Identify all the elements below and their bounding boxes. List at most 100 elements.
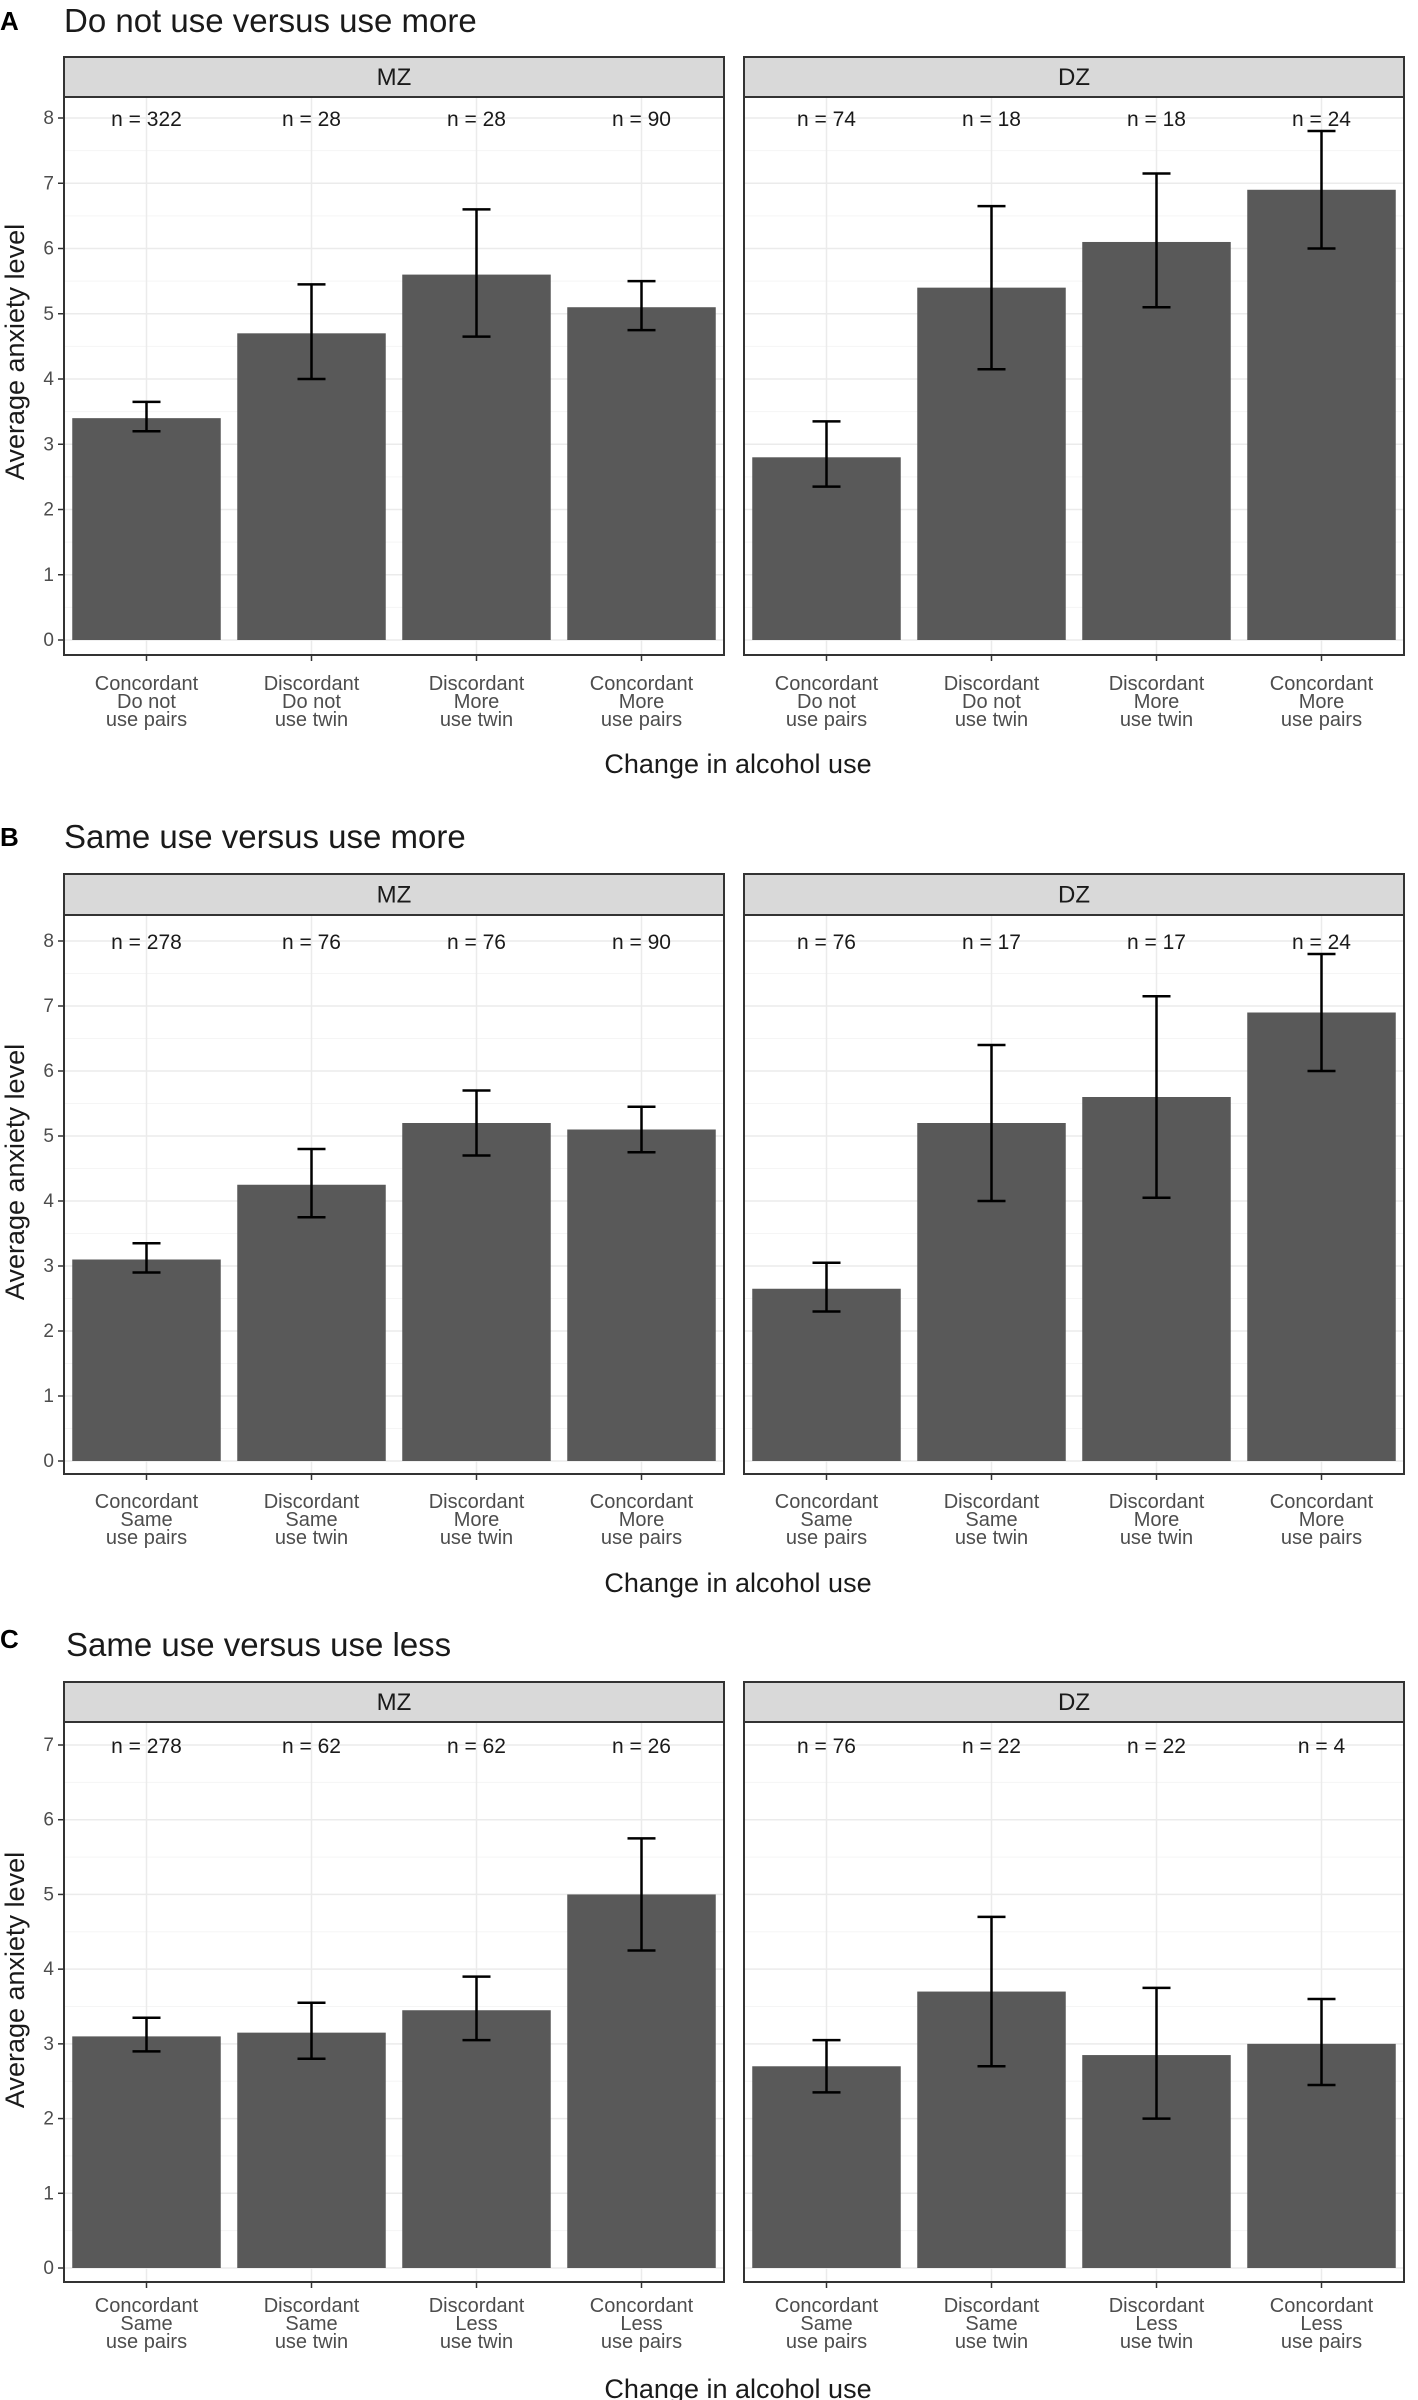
x-tick-label: Discordant	[1109, 2295, 1205, 2317]
bar	[402, 1123, 551, 1461]
bar	[72, 1259, 221, 1461]
chart-panel-c: C Same use versus use less MZ n = 278 n = 62…	[0, 1624, 1405, 2400]
error-bar	[132, 400, 161, 433]
x-tick-label: Same	[800, 1509, 852, 1531]
plot-frame	[63, 1721, 725, 2283]
x-tick-label: More	[1299, 1509, 1345, 1531]
bar	[1247, 1012, 1396, 1461]
y-tick-label: 4	[43, 1959, 54, 1980]
sample-size-label: n = 76	[797, 931, 856, 954]
error-bar	[297, 2001, 326, 2061]
y-tick-label: 4	[43, 369, 54, 390]
facet-dz: DZn = 76 n = 22 n = 22 n = 4ConcordantSameu…	[743, 1681, 1405, 2353]
x-tick-label: Same	[285, 1509, 337, 1531]
bar	[72, 2036, 221, 2268]
y-tick-label: 7	[43, 996, 54, 1017]
plot-frame	[743, 914, 1405, 1475]
x-tick-label: Concordant	[1270, 673, 1374, 695]
error-bar	[812, 1261, 841, 1313]
x-tick-label: use pairs	[786, 2331, 867, 2353]
x-tick-label: Same	[800, 2313, 852, 2335]
y-tick-label: 2	[43, 1321, 54, 1342]
sample-size-label: n = 278	[111, 931, 182, 954]
sample-size-label: n = 17	[1127, 931, 1186, 954]
x-tick-label: More	[619, 691, 665, 713]
x-tick-label: Concordant	[590, 2295, 694, 2317]
y-tick-label: 2	[43, 500, 54, 521]
facet-strip-label: DZ	[1058, 882, 1090, 909]
x-tick-label: Concordant	[590, 1491, 694, 1513]
bar	[752, 2066, 901, 2268]
x-tick-label: use pairs	[106, 1527, 187, 1549]
x-tick-label: Same	[120, 1509, 172, 1531]
y-tick-label: 4	[43, 1191, 54, 1212]
x-tick-label: use twin	[1120, 2331, 1193, 2353]
x-tick-label: use twin	[1120, 1527, 1193, 1549]
sample-size-label: n = 76	[797, 1735, 856, 1758]
y-axis-title: Average anxiety level	[0, 224, 30, 480]
y-axis-title: Average anxiety level	[0, 1044, 30, 1300]
panel-letter: B	[0, 822, 19, 852]
facet-strip	[63, 1681, 725, 1723]
x-tick-label: use twin	[955, 2331, 1028, 2353]
x-tick-label: More	[454, 691, 500, 713]
sample-size-label: n = 26	[612, 1735, 671, 1758]
bar	[567, 307, 716, 640]
y-tick-label: 5	[43, 1126, 54, 1147]
error-bar	[1142, 1986, 1171, 2120]
facet-strip-label: MZ	[377, 1689, 412, 1716]
x-tick-label: More	[1299, 691, 1345, 713]
sample-size-label: n = 24	[1292, 931, 1351, 954]
facet-strip-label: DZ	[1058, 1689, 1090, 1716]
x-tick-label: use pairs	[601, 2331, 682, 2353]
sample-size-label: n = 74	[797, 108, 856, 131]
x-tick-label: Do not	[797, 691, 856, 713]
x-tick-label: Same	[285, 2313, 337, 2335]
y-axis-title: Average anxiety level	[0, 1852, 30, 2108]
bar	[237, 1184, 386, 1461]
sample-size-label: n = 28	[282, 108, 341, 131]
y-tick-label: 0	[43, 1451, 54, 1472]
error-bar	[627, 279, 656, 332]
x-tick-label: Discordant	[429, 673, 525, 695]
y-tick-label: 1	[43, 565, 54, 586]
x-tick-label: use pairs	[106, 2331, 187, 2353]
x-tick-label: use pairs	[601, 709, 682, 731]
x-tick-label: Concordant	[1270, 2295, 1374, 2317]
x-tick-label: Same	[965, 1509, 1017, 1531]
error-bar	[297, 1147, 326, 1219]
error-bar	[812, 2038, 841, 2094]
x-tick-label: use twin	[955, 709, 1028, 731]
error-bar	[462, 208, 491, 338]
sample-size-label: n = 278	[111, 1735, 182, 1758]
x-axis-title: Change in alcohol use	[604, 2374, 871, 2400]
sample-size-label: n = 76	[282, 931, 341, 954]
bar	[752, 1288, 901, 1461]
facet-strip-label: DZ	[1058, 64, 1090, 91]
y-tick-label: 0	[43, 2258, 54, 2279]
sample-size-label: n = 62	[447, 1735, 506, 1758]
x-tick-label: Discordant	[944, 673, 1040, 695]
sample-size-label: n = 22	[962, 1735, 1021, 1758]
sample-size-label: n = 24	[1292, 108, 1351, 131]
panel-title: Same use versus use more	[64, 818, 466, 855]
x-tick-label: Less	[620, 2313, 662, 2335]
x-tick-label: Less	[1135, 2313, 1177, 2335]
y-tick-label: 1	[43, 2183, 54, 2204]
sample-size-label: n = 17	[962, 931, 1021, 954]
error-bar	[462, 1089, 491, 1157]
x-tick-label: Discordant	[944, 1491, 1040, 1513]
x-axis-title: Change in alcohol use	[604, 749, 871, 779]
plot-frame	[63, 96, 725, 656]
error-bar	[977, 1915, 1006, 2068]
x-tick-label: Discordant	[944, 2295, 1040, 2317]
plot-frame	[743, 1721, 1405, 2283]
x-tick-label: use twin	[275, 2331, 348, 2353]
facet-mz: MZn = 322 n = 28 n = 28 n = 90ConcordantDo …	[63, 56, 725, 731]
error-bar	[1307, 1997, 1336, 2087]
x-tick-label: use pairs	[786, 709, 867, 731]
x-tick-label: Do not	[962, 691, 1021, 713]
x-tick-label: Concordant	[775, 673, 879, 695]
bar	[72, 418, 221, 640]
